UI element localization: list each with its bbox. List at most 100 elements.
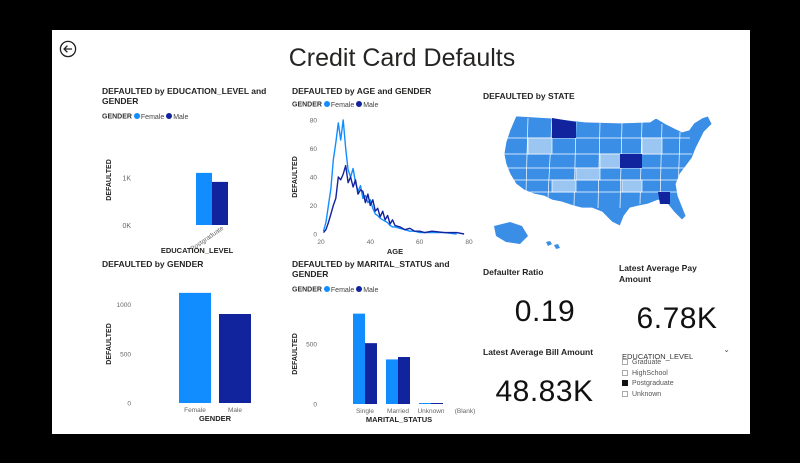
y-tick-label: 80 <box>310 118 318 125</box>
bar-male <box>219 314 251 403</box>
legend-label-female: Female <box>330 101 355 109</box>
x-axis-title: GENDER <box>199 414 232 423</box>
legend-item-female[interactable]: Female <box>323 101 355 109</box>
x-tick-label: 20 <box>317 239 325 246</box>
y-tick-label: 0K <box>122 223 131 230</box>
y-tick-label: 40 <box>310 175 318 182</box>
x-tick-label: Female <box>184 407 206 414</box>
age-chart-title: DEFAULTED by AGE and GENDER <box>292 86 432 96</box>
x-tick-label: 80 <box>465 239 473 246</box>
y-tick-label: 0 <box>313 402 317 409</box>
us-map[interactable] <box>490 108 730 253</box>
kpi-defaulter-ratio-label: Defaulter Ratio <box>483 267 544 277</box>
legend-title: GENDER <box>102 113 132 121</box>
y-tick-label: 500 <box>120 351 131 358</box>
map-alaska-shape <box>494 222 528 244</box>
map-us-states-shape <box>503 115 713 227</box>
bar-male-married <box>398 357 410 404</box>
back-arrow-icon <box>59 40 77 58</box>
slicer-item[interactable]: HighSchool <box>622 369 732 380</box>
bar-female-unknown <box>419 403 431 404</box>
y-tick-label: 1K <box>122 176 131 183</box>
slicer-list: Graduate HighSchool Postgraduate Unknown <box>622 358 732 400</box>
x-tick-label: 60 <box>416 239 424 246</box>
line-male <box>322 164 465 235</box>
x-tick-label: 40 <box>367 239 375 246</box>
bar-male-unknown <box>431 403 443 404</box>
bar-female-married <box>386 359 398 404</box>
legend-label-male: Male <box>363 286 379 294</box>
slicer-item-label: Postgraduate <box>632 380 674 387</box>
legend-dot-icon <box>133 113 140 119</box>
y-tick-label: 0 <box>313 232 317 239</box>
legend-dot-icon <box>166 113 173 119</box>
education-slicer: EDUCATION_LEVEL ⌄ Graduate HighSchool Post… <box>622 345 732 400</box>
kpi-defaulter-ratio-value: 0.19 <box>514 295 576 328</box>
slicer-title: EDUCATION_LEVEL <box>622 352 694 361</box>
legend-item-male[interactable]: Male <box>356 286 379 294</box>
x-axis-title: MARITAL_STATUS <box>366 415 432 424</box>
slicer-item[interactable]: Graduate <box>622 358 732 369</box>
marital-chart: 0 500 Single Married Unknown (Blank) MARITAL_S… <box>292 313 476 424</box>
bar-female-single <box>353 313 365 404</box>
legend-dot-icon <box>356 101 363 107</box>
legend-item-female[interactable]: Female <box>133 113 165 121</box>
slicer-item[interactable]: Postgraduate <box>622 379 732 390</box>
slicer-item-label: Unknown <box>632 390 662 398</box>
y-tick-label: 20 <box>310 203 318 210</box>
legend-dot-icon <box>323 101 330 107</box>
slicer-item-label: Graduate <box>632 359 662 366</box>
bar-male-single <box>365 343 377 404</box>
y-axis-title: DEFAULTED <box>292 156 299 197</box>
bar-male <box>212 181 228 225</box>
kpi-latest-bill-value: 48.83K <box>495 375 594 408</box>
bar-female <box>196 172 212 225</box>
edu-chart-title: DEFAULTED by EDUCATION_LEVEL and GENDER <box>102 86 267 106</box>
map-hawaii-shape <box>546 241 560 249</box>
legend-label-female: Female <box>140 113 165 121</box>
marital-chart-title: DEFAULTED by MARITAL_STATUS and GENDER <box>292 259 450 279</box>
checkbox-checked-icon[interactable] <box>622 380 628 386</box>
legend-item-male[interactable]: Male <box>356 101 378 109</box>
slicer-expand-icon[interactable]: ⌄ <box>723 345 730 354</box>
legend-title: GENDER <box>292 286 322 294</box>
x-tick-label: (Blank) <box>455 408 476 415</box>
map-dark-states <box>552 118 670 204</box>
y-axis-title: DEFAULTED <box>106 159 113 200</box>
report-canvas: Credit Card Defaults DEFAULTED by EDUCAT… <box>52 30 750 434</box>
checkbox-icon[interactable] <box>622 390 628 397</box>
legend-label-male: Male <box>173 113 189 121</box>
y-axis-title: DEFAULTED <box>292 333 299 374</box>
map-title: DEFAULTED by STATE <box>483 91 575 101</box>
legend-item-male[interactable]: Male <box>166 113 189 121</box>
x-tick-label: Unknown <box>417 408 444 415</box>
page-title: Credit Card Defaults <box>288 44 516 72</box>
edu-legend: GENDER Female Male <box>102 113 188 121</box>
legend-title: GENDER <box>292 101 322 109</box>
y-axis-title: DEFAULTED <box>106 323 113 364</box>
kpi-latest-bill-label: Latest Average Bill Amount <box>483 347 594 357</box>
legend-dot-icon <box>323 286 330 292</box>
back-button[interactable] <box>59 40 77 58</box>
slicer-item-label: HighSchool <box>632 369 668 377</box>
gender-chart-title: DEFAULTED by GENDER <box>102 259 204 269</box>
slicer-item[interactable]: Unknown <box>622 390 732 401</box>
legend-item-female[interactable]: Female <box>323 286 355 294</box>
marital-legend: GENDER Female Male <box>292 286 378 294</box>
x-axis-title: AGE <box>387 247 403 254</box>
x-tick-label: Male <box>228 407 242 414</box>
kpi-latest-pay-value: 6.78K <box>636 302 718 335</box>
x-tick-label: Single <box>356 408 374 415</box>
legend-dot-icon <box>356 286 363 292</box>
checkbox-icon[interactable] <box>622 359 628 365</box>
age-legend: GENDER Female Male <box>292 101 378 109</box>
y-tick-label: 1000 <box>117 302 132 309</box>
kpi-latest-pay-label: Latest Average Pay Amount <box>619 263 697 284</box>
legend-label-female: Female <box>330 286 355 294</box>
checkbox-icon[interactable] <box>622 369 628 376</box>
y-tick-label: 60 <box>310 146 318 153</box>
x-tick-label: Married <box>387 408 409 415</box>
